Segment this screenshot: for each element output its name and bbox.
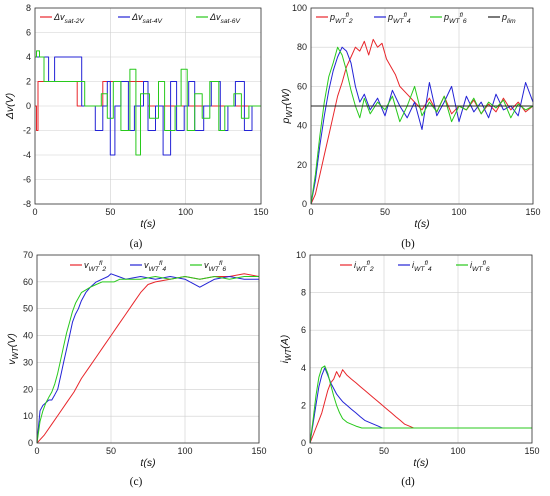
panel-caption: (d) bbox=[401, 476, 415, 488]
series-line-3 bbox=[309, 365, 532, 444]
plot-frame bbox=[36, 254, 260, 444]
series-line-3 bbox=[36, 276, 259, 444]
panel-caption: (a) bbox=[130, 238, 143, 250]
legend-entry: vWTfl6 bbox=[204, 260, 226, 273]
x-tick-label: 0 bbox=[34, 446, 39, 456]
x-tick-label: 0 bbox=[32, 207, 37, 217]
series-line-3 bbox=[35, 50, 261, 156]
legend-entry: Δvsat-4V bbox=[131, 12, 164, 25]
y-tick-label: -6 bbox=[23, 175, 31, 185]
y-axis-label: pWT(W) bbox=[280, 89, 294, 125]
y-tick-label: 70 bbox=[23, 250, 33, 260]
y-tick-label: 50 bbox=[23, 304, 33, 314]
y-tick-label: 0 bbox=[302, 199, 307, 209]
x-axis-label: t(s) bbox=[140, 218, 155, 230]
y-tick-label: 4 bbox=[26, 52, 31, 62]
x-tick-label: 150 bbox=[251, 446, 266, 456]
panel-caption: (b) bbox=[401, 238, 415, 250]
panel-caption: (c) bbox=[130, 476, 143, 488]
series-line-1 bbox=[310, 38, 534, 205]
x-tick-label: 150 bbox=[525, 207, 540, 217]
x-tick-label: 150 bbox=[253, 207, 268, 217]
x-tick-label: 50 bbox=[379, 446, 389, 456]
plot-frame bbox=[310, 7, 534, 205]
chart-panel-1: 0 50 100 150 -8 -6 -4 -2 0 2 4 6 8 t(s) Δv(V) Δvsat-2V Δ… bbox=[4, 3, 269, 250]
y-tick-label: 0 bbox=[301, 438, 306, 448]
legend-entry: iWTfl6 bbox=[470, 260, 490, 273]
x-axis-label: t(s) bbox=[414, 218, 429, 230]
y-axis-label: iWT(A) bbox=[279, 335, 293, 364]
x-tick-label: 100 bbox=[178, 207, 193, 217]
y-axis-label: Δv(V) bbox=[4, 93, 16, 120]
plot-frame bbox=[309, 254, 533, 444]
y-tick-label: 2 bbox=[26, 77, 31, 87]
y-tick-label: 10 bbox=[23, 411, 33, 421]
y-tick-label: 100 bbox=[292, 3, 307, 13]
plot-frame bbox=[34, 7, 262, 205]
legend-entry: pWTfl6 bbox=[443, 12, 467, 25]
chart-panel-4: 0 50 100 150 0 2 4 6 8 10 t(s) iWT(A) iWTfl2 iWTfl4 iW… bbox=[279, 250, 540, 488]
y-tick-label: -2 bbox=[23, 126, 31, 136]
legend-entry: iWTfl2 bbox=[354, 260, 374, 273]
legend-entry: vWTfl2 bbox=[84, 260, 106, 273]
y-tick-label: -4 bbox=[23, 150, 31, 160]
legend-entry: iWTfl4 bbox=[412, 260, 432, 273]
y-tick-label: 30 bbox=[23, 357, 33, 367]
chart-panel-2: 0 50 100 150 0 20 40 60 80 100 t(s) pWT(W) pWTfl2 pWT… bbox=[280, 3, 541, 250]
y-tick-label: 0 bbox=[26, 101, 31, 111]
x-tick-label: 100 bbox=[450, 446, 465, 456]
y-tick-label: 8 bbox=[26, 3, 31, 13]
x-axis-label: t(s) bbox=[413, 457, 428, 469]
y-axis-label: vWT(V) bbox=[6, 333, 20, 364]
y-tick-label: -8 bbox=[23, 199, 31, 209]
legend-entry: plim bbox=[501, 12, 516, 25]
y-tick-label: 6 bbox=[301, 325, 306, 335]
series-line-3 bbox=[310, 46, 534, 205]
series-line-1 bbox=[36, 273, 260, 444]
y-tick-label: 40 bbox=[23, 331, 33, 341]
y-tick-label: 6 bbox=[26, 28, 31, 38]
y-tick-label: 40 bbox=[297, 121, 307, 131]
x-tick-label: 50 bbox=[105, 207, 115, 217]
x-tick-label: 100 bbox=[177, 446, 192, 456]
y-tick-label: 2 bbox=[301, 400, 306, 410]
x-tick-label: 100 bbox=[451, 207, 466, 217]
y-tick-label: 20 bbox=[23, 384, 33, 394]
x-tick-label: 0 bbox=[307, 446, 312, 456]
y-tick-label: 4 bbox=[301, 363, 306, 373]
legend-entry: pWTfl2 bbox=[329, 12, 353, 25]
x-tick-label: 50 bbox=[106, 446, 116, 456]
legend-entry: Δvsat-2V bbox=[53, 12, 86, 25]
legend-entry: vWTfl4 bbox=[144, 260, 166, 273]
y-tick-label: 80 bbox=[297, 42, 307, 52]
series-line-2 bbox=[310, 46, 534, 205]
y-tick-label: 10 bbox=[296, 250, 306, 260]
y-tick-label: 60 bbox=[23, 277, 33, 287]
legend-entry: Δvsat-6V bbox=[209, 12, 242, 25]
x-tick-label: 0 bbox=[308, 207, 313, 217]
y-tick-label: 60 bbox=[297, 81, 307, 91]
x-tick-label: 150 bbox=[524, 446, 539, 456]
legend-entry: pWTfl4 bbox=[387, 12, 411, 25]
series-line-2 bbox=[35, 56, 261, 156]
y-tick-label: 20 bbox=[297, 160, 307, 170]
chart-panel-3: 0 50 100 150 0 10 20 30 40 50 60 70 t(s) vWT(V) vWTfl2… bbox=[6, 250, 267, 488]
x-axis-label: t(s) bbox=[140, 457, 155, 469]
series-line-1 bbox=[309, 369, 532, 444]
x-tick-label: 50 bbox=[380, 207, 390, 217]
y-tick-label: 0 bbox=[28, 438, 33, 448]
y-tick-label: 8 bbox=[301, 288, 306, 298]
series-line-2 bbox=[36, 273, 259, 444]
